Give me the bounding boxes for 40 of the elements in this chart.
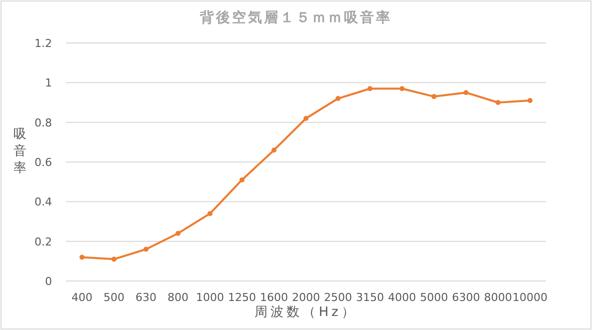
x-tick-label: 1600 xyxy=(260,291,288,304)
y-tick-label: 1.2 xyxy=(34,37,52,50)
x-tick-label: 4000 xyxy=(388,291,416,304)
point xyxy=(464,90,468,96)
point xyxy=(496,100,500,105)
point xyxy=(304,116,308,121)
point xyxy=(528,98,532,104)
point xyxy=(240,177,244,182)
point xyxy=(176,230,180,236)
x-tick-label: 3150 xyxy=(356,291,384,304)
y-tick-label: 0 xyxy=(45,275,52,288)
y-tick-label: 0.8 xyxy=(34,116,52,130)
x-tick-label: 8000 xyxy=(484,291,512,304)
y-tick-label: 1 xyxy=(45,76,52,90)
point xyxy=(400,86,404,92)
x-tick-label: 2000 xyxy=(292,291,320,304)
point xyxy=(336,96,340,102)
x-tick-label: 1000 xyxy=(196,291,224,304)
point xyxy=(144,246,148,252)
x-tick-label: 10000 xyxy=(512,291,548,304)
point xyxy=(112,256,116,262)
x-tick-label: 800 xyxy=(168,291,188,304)
x-tick-label: 6300 xyxy=(452,291,480,304)
point xyxy=(80,254,84,260)
point xyxy=(432,94,436,100)
x-tick-label: 2500 xyxy=(324,291,352,304)
x-tick-label: 1250 xyxy=(228,291,256,304)
y-axis-title: 吸音率 xyxy=(14,127,26,176)
y-tick-label: 0.4 xyxy=(34,196,52,209)
chart-title: 背後空気層１５ｍｍ吸音率 xyxy=(199,9,392,26)
x-tick-label: 400 xyxy=(72,291,92,304)
point xyxy=(368,86,372,92)
x-tick-label: 630 xyxy=(136,291,156,304)
x-axis-title: 周波数（Hz） xyxy=(254,305,358,320)
point xyxy=(272,148,276,153)
x-tick-label: 5000 xyxy=(420,291,448,304)
y-tick-label: 0.2 xyxy=(34,235,52,248)
point xyxy=(208,211,212,216)
x-tick-label: 500 xyxy=(104,291,124,304)
y-tick-label: 0.6 xyxy=(34,156,52,169)
